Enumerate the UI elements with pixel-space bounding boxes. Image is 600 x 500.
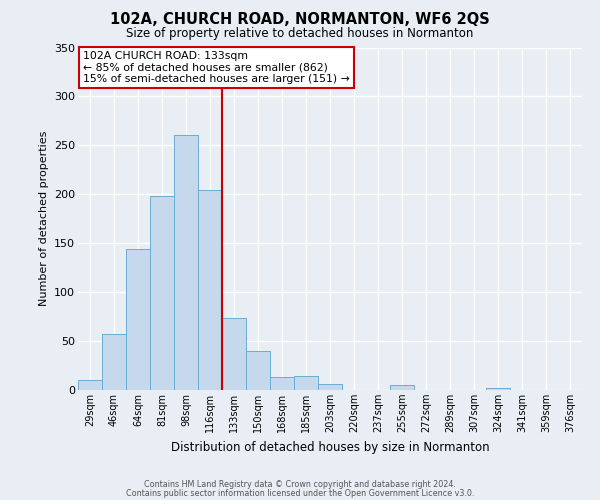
Y-axis label: Number of detached properties: Number of detached properties (38, 131, 49, 306)
Bar (318, 384, 342, 390)
Bar (246, 351, 270, 390)
Bar (174, 134, 198, 390)
Bar (102, 334, 126, 390)
Bar (294, 376, 318, 390)
Text: Size of property relative to detached houses in Normanton: Size of property relative to detached ho… (127, 28, 473, 40)
Bar (270, 378, 294, 390)
X-axis label: Distribution of detached houses by size in Normanton: Distribution of detached houses by size … (170, 440, 490, 454)
Bar (150, 196, 174, 390)
Bar (126, 249, 150, 390)
Text: Contains HM Land Registry data © Crown copyright and database right 2024.: Contains HM Land Registry data © Crown c… (144, 480, 456, 489)
Bar (222, 318, 246, 390)
Bar (78, 380, 102, 390)
Bar (198, 190, 222, 390)
Text: Contains public sector information licensed under the Open Government Licence v3: Contains public sector information licen… (126, 488, 474, 498)
Bar (390, 385, 414, 390)
Bar (486, 388, 510, 390)
Text: 102A CHURCH ROAD: 133sqm
← 85% of detached houses are smaller (862)
15% of semi-: 102A CHURCH ROAD: 133sqm ← 85% of detach… (83, 51, 350, 84)
Text: 102A, CHURCH ROAD, NORMANTON, WF6 2QS: 102A, CHURCH ROAD, NORMANTON, WF6 2QS (110, 12, 490, 28)
